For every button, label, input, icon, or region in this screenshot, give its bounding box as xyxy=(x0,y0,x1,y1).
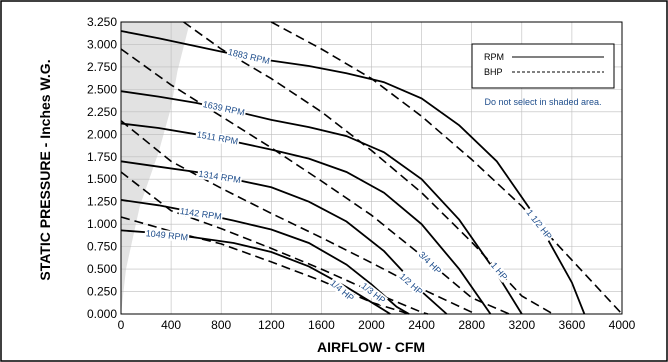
y-tick-label: 2.750 xyxy=(87,60,117,74)
y-tick-label: 3.250 xyxy=(87,15,117,29)
x-tick-labels: 0 400 800 1200 1600 2000 2400 2800 3200 3600 4000 xyxy=(118,318,636,332)
rpm-curve xyxy=(120,90,523,315)
x-tick-label: 2000 xyxy=(358,318,385,332)
y-tick-label: 2.000 xyxy=(87,127,117,141)
bhp-curve xyxy=(120,48,510,315)
rpm-label-bg xyxy=(196,168,243,186)
legend-rpm-label: RPM xyxy=(484,52,504,62)
x-tick-label: 2400 xyxy=(408,318,435,332)
y-tick-label: 2.250 xyxy=(87,105,117,119)
x-tick-label: 0 xyxy=(118,318,125,332)
legend-bhp-label: BHP xyxy=(484,67,503,77)
rpm-curve xyxy=(120,30,586,315)
shaded-region-layer xyxy=(121,22,190,314)
x-tick-label: 3200 xyxy=(508,318,535,332)
y-tick-label: 2.500 xyxy=(87,82,117,96)
hp-label-bg xyxy=(396,270,426,298)
legend: RPM BHP Do not select in shaded area. xyxy=(471,43,615,107)
shaded-area xyxy=(121,22,190,314)
x-tick-label: 1200 xyxy=(258,318,285,332)
y-tick-label: 0.250 xyxy=(87,285,117,299)
hp-label-bg xyxy=(358,280,389,307)
hp-label-bg xyxy=(416,248,444,277)
x-tick-label: 800 xyxy=(211,318,231,332)
hp-label-bg xyxy=(523,206,555,243)
y-axis-title: STATIC PRESSURE - Inches W.G. xyxy=(37,59,53,280)
x-tick-label: 400 xyxy=(161,318,181,332)
y-tick-label: 0.000 xyxy=(87,307,117,321)
y-tick-label: 1.750 xyxy=(87,150,117,164)
y-tick-label: 1.000 xyxy=(87,217,117,231)
bhp-curve xyxy=(270,21,623,315)
x-tick-label: 3600 xyxy=(559,318,586,332)
legend-box xyxy=(471,43,615,89)
rpm-label: 1049 RPM xyxy=(145,228,188,242)
x-tick-label: 1600 xyxy=(308,318,335,332)
x-tick-label: 2800 xyxy=(458,318,485,332)
rpm-label-bg xyxy=(144,228,190,243)
rpm-curve xyxy=(120,122,492,315)
x-axis-title: AIRFLOW - CFM xyxy=(317,339,425,355)
y-tick-label: 1.250 xyxy=(87,195,117,209)
rpm-label-bg xyxy=(201,98,247,118)
bhp-curve xyxy=(120,120,475,315)
bhp-curve xyxy=(120,216,410,315)
plot-frame xyxy=(120,21,623,315)
hp-label-bg xyxy=(327,277,357,304)
y-tick-label: 0.500 xyxy=(87,262,117,276)
rpm-label-bg xyxy=(178,205,224,222)
rpm-label-bg xyxy=(226,46,272,67)
y-tick-label: 1.500 xyxy=(87,172,117,186)
legend-note: Do not select in shaded area. xyxy=(484,97,601,107)
y-tick-label: 3.000 xyxy=(87,37,117,51)
x-tick-label: 4000 xyxy=(609,318,636,332)
hp-label-bg xyxy=(488,259,510,283)
rpm-label-bg xyxy=(194,129,240,147)
y-tick-label: 0.750 xyxy=(87,240,117,254)
y-tick-labels: 0.000 0.250 0.500 0.750 1.000 1.250 1.500 1.750… xyxy=(87,15,117,321)
